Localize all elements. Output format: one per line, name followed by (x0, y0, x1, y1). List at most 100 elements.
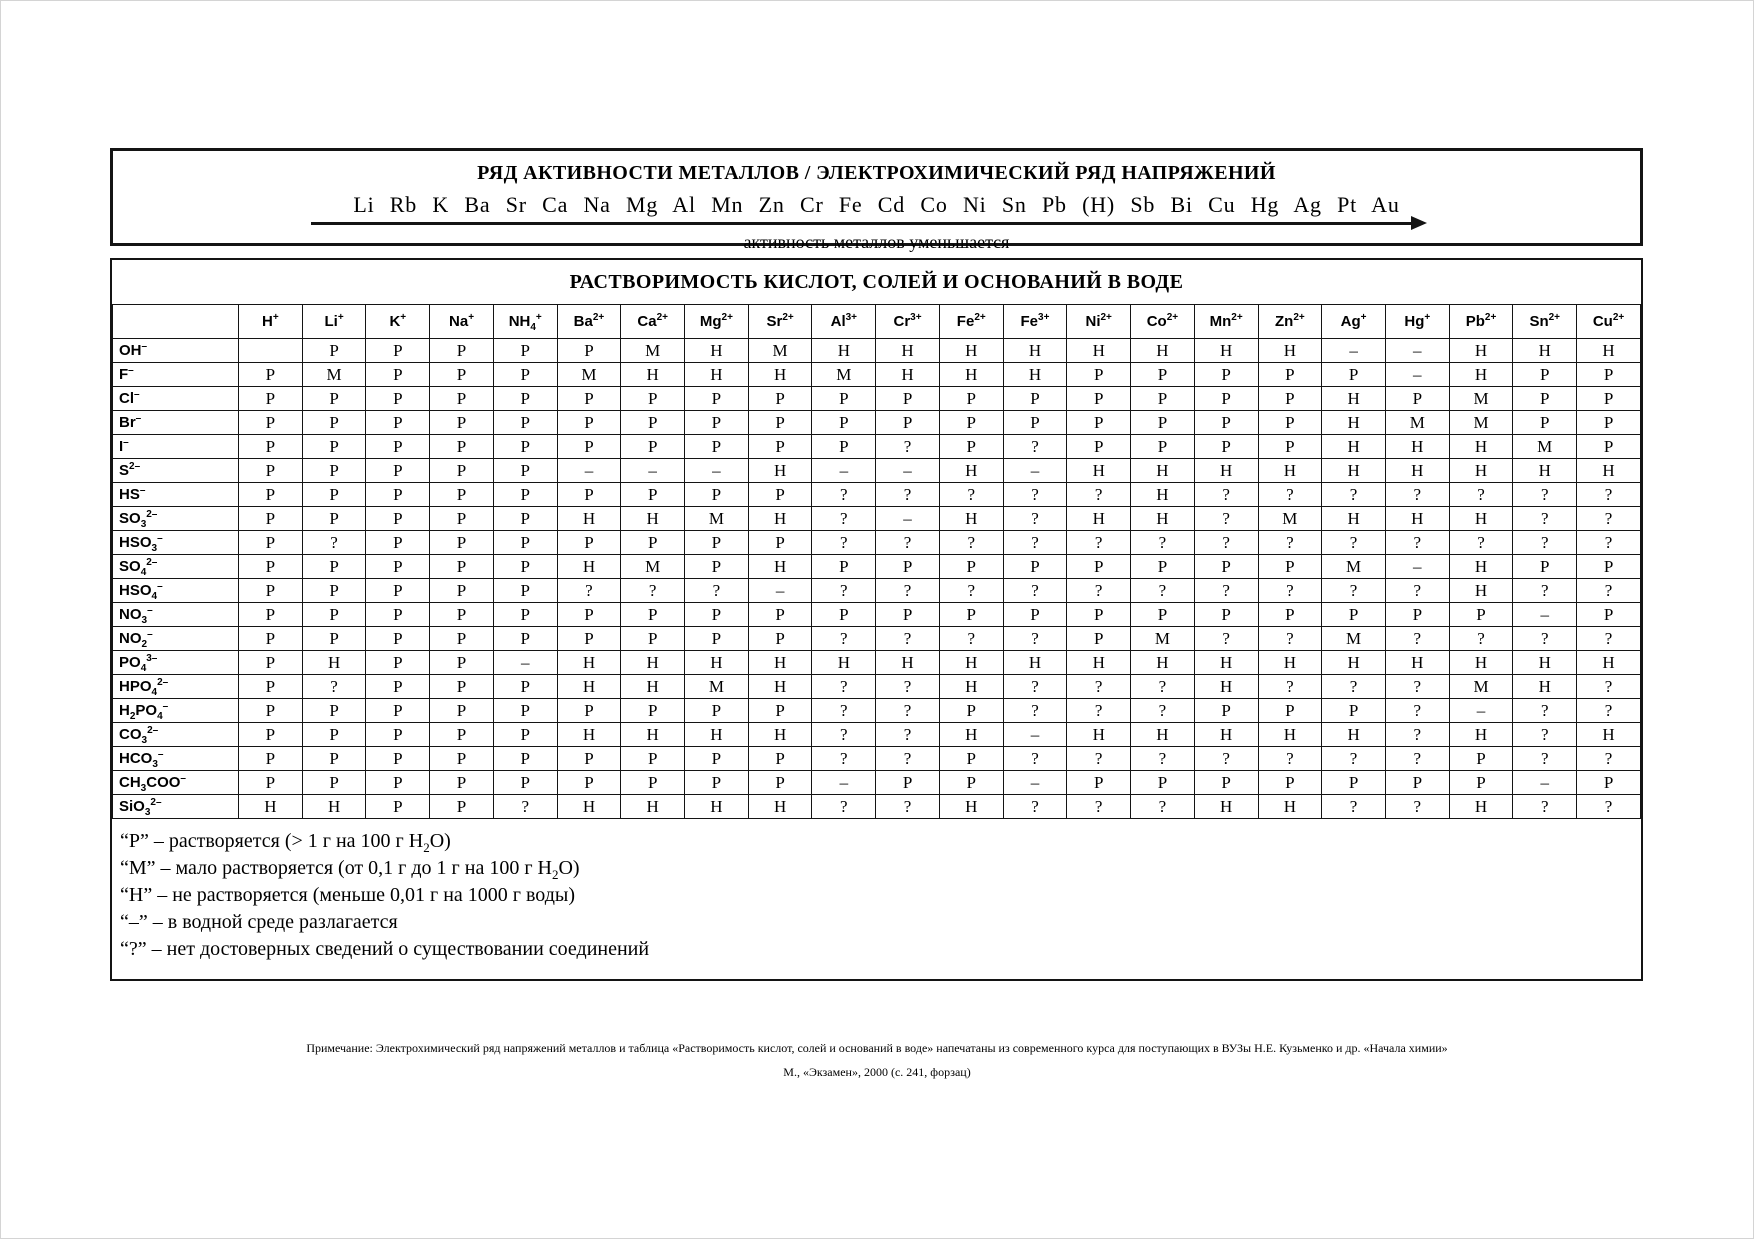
solubility-cell: ? (1002, 794, 1068, 819)
solubility-cell: М (620, 554, 686, 579)
solubility-cell: М (811, 362, 877, 387)
solubility-cell: ? (811, 578, 877, 603)
solubility-cell: ? (1066, 530, 1132, 555)
solubility-cell: Р (684, 626, 749, 651)
solubility-cell: – (1002, 770, 1068, 795)
solubility-cell: ? (1384, 794, 1450, 819)
solubility-cell: Р (938, 410, 1004, 435)
solubility-cell: ? (811, 722, 877, 747)
solubility-cell: Н (1576, 650, 1641, 675)
solubility-cell: ? (1130, 698, 1195, 723)
solubility-cell: ? (1448, 530, 1514, 555)
solubility-cell: Р (1576, 362, 1641, 387)
solubility-cell: Н (747, 362, 813, 387)
solubility-cell: Р (429, 386, 494, 411)
solubility-cell: Н (1193, 674, 1259, 699)
solubility-cell: Р (238, 746, 303, 771)
row-header-anion: SO32– (112, 506, 239, 531)
solubility-cell: ? (875, 482, 940, 507)
table-row: HS– Р Р Р Р Р Р Р Р Р????? Н??????? (112, 482, 1641, 507)
column-header-cation: Hg+ (1384, 304, 1450, 339)
solubility-cell: Р (365, 722, 431, 747)
solubility-cell: Н (1066, 650, 1132, 675)
solubility-cell: Н (1130, 338, 1195, 363)
solubility-cell: Н (620, 674, 686, 699)
solubility-cell: Р (238, 362, 303, 387)
solubility-cell: ? (556, 578, 622, 603)
solubility-cell: Н (1193, 650, 1259, 675)
solubility-cell: Р (620, 626, 686, 651)
solubility-cell: Н (238, 794, 303, 819)
solubility-legend: “Р” – растворяется (> 1 г на 100 г H2O) “… (112, 819, 1641, 979)
solubility-cell: Р (875, 770, 940, 795)
solubility-cell: Р (429, 482, 494, 507)
solubility-cell: Н (1066, 458, 1132, 483)
solubility-cell: Р (1002, 410, 1068, 435)
solubility-cell: ? (1384, 674, 1450, 699)
table-row: I– Р Р Р Р Р Р Р Р Р Р? Р? Р Р Р Р Н Н Н М Р (112, 434, 1641, 459)
solubility-cell: Р (1130, 770, 1195, 795)
solubility-cell: ? (875, 434, 940, 459)
solubility-cell: ? (1002, 626, 1068, 651)
column-header-cation: Zn2+ (1257, 304, 1323, 339)
solubility-cell: – (1512, 602, 1578, 627)
solubility-cell: Р (1066, 770, 1132, 795)
solubility-cell: ? (938, 626, 1004, 651)
solubility-cell: – (1384, 338, 1450, 363)
solubility-cell: Р (301, 338, 367, 363)
solubility-cell: Р (238, 530, 303, 555)
solubility-cell (238, 338, 303, 363)
solubility-cell: Р (747, 386, 813, 411)
solubility-cell: Р (492, 386, 558, 411)
solubility-cell: Р (429, 338, 494, 363)
solubility-cell: Р (620, 434, 686, 459)
solubility-cell: Р (492, 770, 558, 795)
column-header-cation: Li+ (301, 304, 367, 339)
solubility-cell: Н (1066, 338, 1132, 363)
solubility-cell: ? (1193, 626, 1259, 651)
solubility-cell: Р (429, 650, 494, 675)
solubility-cell: Р (1257, 386, 1323, 411)
column-header-cation: Cr3+ (875, 304, 940, 339)
solubility-cell: Р (556, 386, 622, 411)
table-row: F– Р М Р Р Р М Н Н Н М Н Н Н Р Р Р Р Р – Н Р Р (112, 362, 1641, 387)
solubility-cell: ? (875, 794, 940, 819)
solubility-cell: Р (238, 626, 303, 651)
solubility-cell: Р (1576, 410, 1641, 435)
solubility-cell: Р (301, 482, 367, 507)
row-header-anion: PO43– (112, 650, 239, 675)
legend-item: “–” – в водной среде разлагается (120, 911, 398, 933)
solubility-cell: ? (1384, 530, 1450, 555)
solubility-cell: Р (1193, 770, 1259, 795)
solubility-cell: М (1448, 386, 1514, 411)
solubility-cell: Н (1448, 458, 1514, 483)
column-header-cation: Co2+ (1130, 304, 1195, 339)
solubility-cell: Н (747, 722, 813, 747)
solubility-cell: ? (1002, 482, 1068, 507)
solubility-cell: ? (1130, 794, 1195, 819)
solubility-cell: Р (365, 530, 431, 555)
solubility-cell: Р (301, 434, 367, 459)
solubility-cell: ? (1512, 506, 1578, 531)
activity-series-title: РЯД АКТИВНОСТИ МЕТАЛЛОВ / ЭЛЕКТРОХИМИЧЕС… (477, 162, 1276, 184)
solubility-cell: ? (1193, 530, 1259, 555)
solubility-cell: Р (684, 386, 749, 411)
solubility-cell: Р (1321, 770, 1386, 795)
table-row: SO42– Р Р Р Р Р Н М Р Н Р Р Р Р Р Р Р Р М – Н Р Р (112, 554, 1641, 579)
table-row: CH3COO– Р Р Р Р Р Р Р Р Р – Р Р – Р Р Р Р Р Р Р – Р (112, 770, 1641, 795)
solubility-cell: ? (1002, 746, 1068, 771)
solubility-cell: Р (365, 674, 431, 699)
solubility-cell: Р (1130, 434, 1195, 459)
solubility-cell: ? (1066, 578, 1132, 603)
solubility-cell: Р (365, 362, 431, 387)
solubility-cell: Р (875, 386, 940, 411)
solubility-cell: ? (875, 698, 940, 723)
row-header-anion: F– (112, 362, 239, 387)
solubility-cell: Р (429, 698, 494, 723)
solubility-cell: Р (238, 434, 303, 459)
column-header-cation: Ni2+ (1066, 304, 1132, 339)
solubility-cell: Н (1130, 722, 1195, 747)
solubility-cell: Р (238, 410, 303, 435)
solubility-cell: Р (556, 698, 622, 723)
